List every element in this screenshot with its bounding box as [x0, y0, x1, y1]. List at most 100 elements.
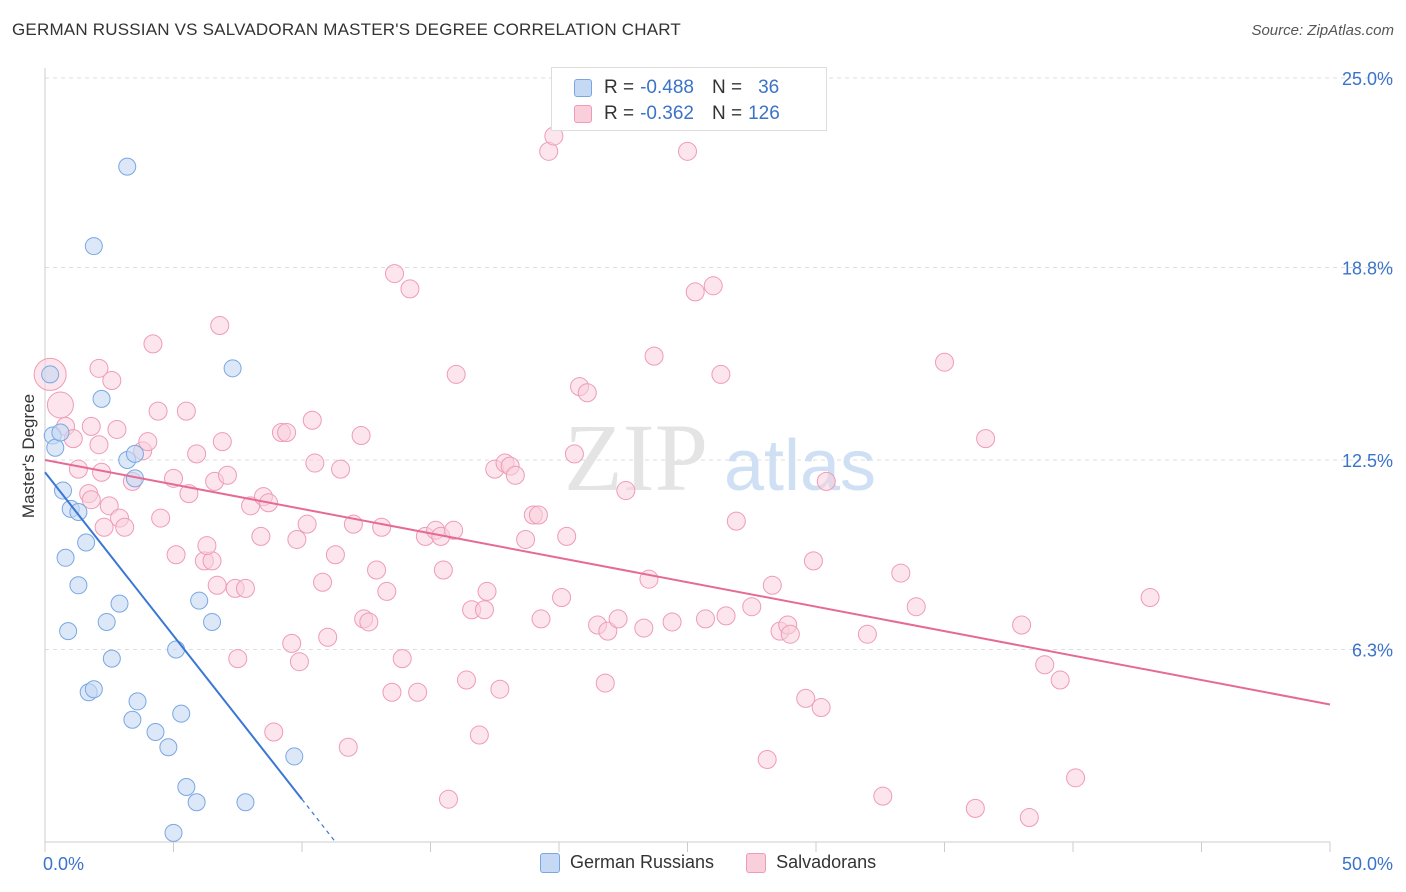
salvadoran-point [277, 422, 297, 442]
chart-source: Source: ZipAtlas.com [1251, 22, 1394, 39]
german-russian-point [84, 237, 103, 256]
salvadoran-point [803, 551, 823, 571]
axes [44, 68, 1331, 852]
y-tick-label: 6.3% [1352, 640, 1393, 660]
salvadoran-point [703, 276, 723, 296]
german-russian-point [128, 692, 147, 711]
series-legend-german-russians[interactable]: German Russians [540, 852, 714, 873]
salvadoran-point [1035, 655, 1055, 675]
salvadoran-point [469, 725, 489, 745]
german-russian-point [102, 649, 121, 668]
salvadoran-point [716, 606, 736, 626]
german-russian-point [110, 594, 129, 613]
salvadoran-point [608, 609, 628, 629]
german-russian-point [53, 481, 72, 500]
salvadoran-point [187, 444, 207, 464]
salvadoran-point [107, 419, 127, 439]
salvadoran-point [490, 679, 510, 699]
salvadoran-point [89, 358, 109, 378]
salvadoran-point [662, 612, 682, 632]
salvadoran-point [282, 633, 302, 653]
salvadoran-point [456, 670, 476, 690]
series-legend: German Russians Salvadorans [540, 852, 908, 873]
german-russians-trend-line [44, 471, 303, 800]
german-russian-point [203, 612, 222, 631]
german-russian-point [69, 576, 88, 595]
y-tick-label: 18.8% [1342, 258, 1393, 278]
salvadoran-point [228, 649, 248, 669]
salvadoran-point [338, 737, 358, 757]
legend-r-label: R = [604, 77, 635, 98]
series-swatch-pink [746, 852, 767, 873]
salvadoran-point [516, 529, 536, 549]
salvadoran-point [965, 798, 985, 818]
series-legend-label: German Russians [570, 852, 715, 872]
german-russian-point [77, 533, 96, 552]
salvadoran-point [94, 517, 114, 537]
german-russian-point [69, 502, 88, 521]
legend-row-german-russians: R = -0.488 N = 36 [574, 76, 779, 100]
salvadoran-point [935, 352, 954, 372]
salvadoran-point [695, 609, 715, 629]
legend-r-label: R = [604, 103, 635, 124]
salvadoran-point [873, 786, 893, 806]
salvadoran-point [557, 526, 577, 546]
series-legend-salvadorans[interactable]: Salvadorans [746, 852, 876, 873]
salvadoran-point [81, 490, 101, 510]
salvadoran-point [446, 364, 466, 384]
german-russian-point [56, 548, 75, 567]
salvadoran-point [742, 597, 762, 617]
series-swatch-blue [540, 852, 560, 873]
salvadoran-point [528, 505, 548, 525]
salvadoran-point [757, 749, 777, 769]
german-russian-point [177, 777, 196, 796]
salvadoran-point [251, 526, 271, 546]
gridlines [45, 77, 1395, 650]
salvadoran-point [102, 371, 122, 391]
salvadoran-point [1019, 808, 1039, 828]
salvadoran-point [264, 722, 284, 742]
german-russian-point [236, 793, 255, 812]
german-russian-point [84, 680, 103, 699]
legend-n-value: 126 [748, 103, 780, 124]
watermark-atlas: atlas [724, 426, 876, 506]
salvadoran-point [1066, 768, 1086, 788]
salvadoran-point [1050, 670, 1070, 690]
salvadoran-point [297, 514, 317, 534]
watermark-zip: ZIP [564, 404, 708, 511]
salvadoran-point [325, 545, 345, 565]
salvadoran-point [331, 459, 351, 479]
series-legend-label: Salvadorans [776, 852, 877, 872]
salvadoran-point [577, 383, 597, 403]
salvadoran-point [685, 282, 705, 302]
salvadoran-point [976, 429, 996, 449]
german-russians-trend-extension [301, 798, 336, 843]
salvadoran-point [644, 346, 664, 366]
salvadoran-point [392, 649, 412, 669]
german-russian-point [97, 612, 116, 631]
trend-lines [44, 459, 1331, 843]
german-russian-point [118, 157, 137, 176]
salvadoran-point [616, 481, 636, 501]
salvadoran-point [351, 426, 371, 446]
x-tick-label: 50.0% [1342, 854, 1393, 874]
salvadoran-point [210, 316, 230, 336]
salvadoran-point [438, 789, 458, 809]
german-russian-point [123, 710, 142, 729]
salvadoran-point [433, 560, 453, 580]
german-russians-points [41, 157, 304, 842]
salvadoran-point [138, 432, 158, 452]
y-tick-label: 12.5% [1342, 451, 1393, 471]
german-russian-point [125, 444, 144, 463]
salvadoran-point [816, 471, 836, 491]
salvadoran-point [143, 334, 163, 354]
salvadoran-point [906, 597, 926, 617]
german-russian-point [159, 738, 178, 757]
salvadoran-point [318, 627, 338, 647]
salvadoran-point [595, 673, 615, 693]
german-russian-point [167, 640, 186, 659]
german-russian-point [285, 747, 304, 766]
salvadoran-point [212, 432, 232, 452]
legend-n-value: 36 [758, 77, 780, 98]
salvadoran-point [408, 682, 428, 702]
